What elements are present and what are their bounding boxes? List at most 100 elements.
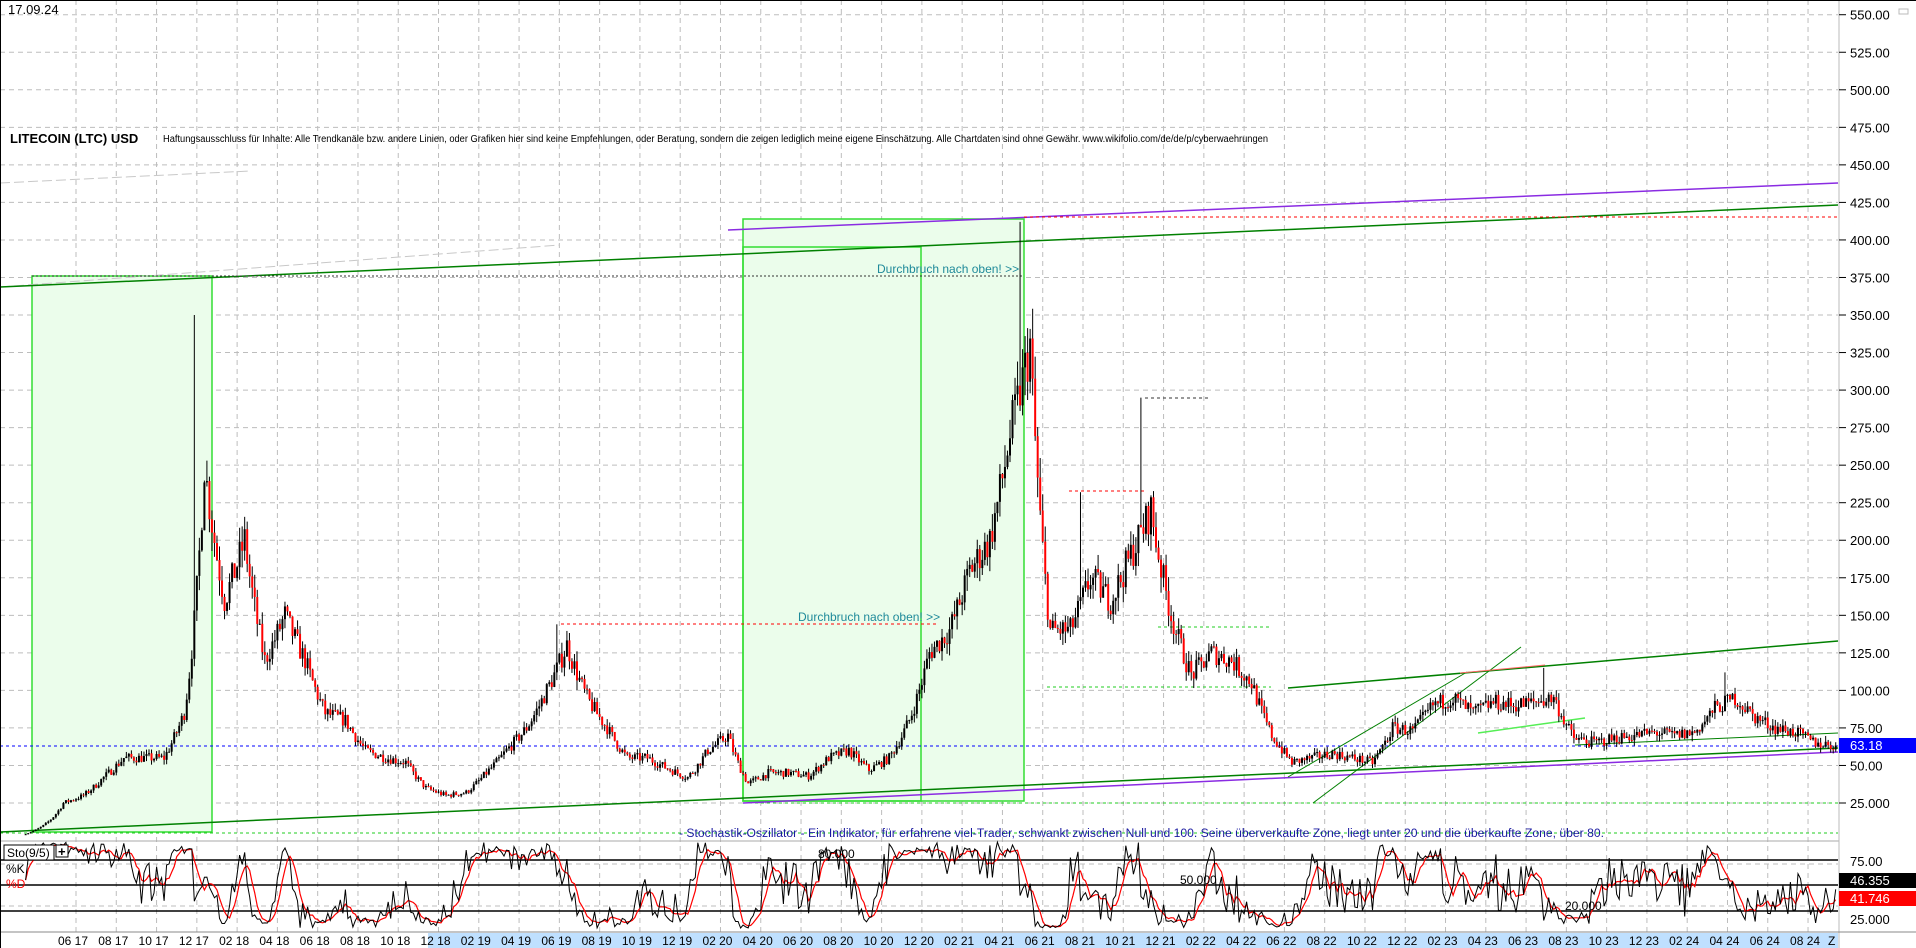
candle-body — [709, 751, 712, 754]
candle-body — [261, 623, 264, 653]
candle-body — [1814, 737, 1817, 747]
candle-body — [299, 633, 302, 659]
candle-body — [1074, 617, 1077, 628]
candle-body — [1711, 710, 1714, 713]
candle-body — [1076, 600, 1079, 618]
candle-body — [1668, 729, 1671, 732]
candle-body — [774, 771, 777, 774]
candle-body — [802, 774, 805, 777]
candle-body — [1386, 740, 1389, 742]
candle-body — [1155, 527, 1158, 548]
candle-body — [148, 753, 151, 755]
candle-body — [435, 790, 438, 793]
candle-body — [943, 637, 946, 644]
axis-menu-icon[interactable] — [1898, 8, 1909, 15]
candle-body — [351, 727, 354, 733]
candle-body — [482, 771, 485, 778]
candle-body — [797, 771, 800, 777]
candle-body — [721, 735, 724, 741]
candle-body — [510, 746, 513, 751]
candle-body — [893, 752, 896, 754]
candle-body — [601, 716, 604, 726]
stoch-indicator-label[interactable]: Sto(9/5) — [7, 846, 50, 860]
candle-body — [1605, 744, 1608, 746]
candle-body — [1625, 736, 1628, 738]
candle-body — [1147, 505, 1150, 535]
candle-body — [1384, 740, 1387, 745]
candle-body — [1520, 698, 1523, 708]
candle-body — [1371, 757, 1374, 765]
candle-body — [958, 599, 961, 605]
candle-body — [1817, 742, 1820, 747]
candle-body — [888, 753, 891, 764]
candle-body — [1557, 700, 1560, 717]
candle-body — [341, 711, 344, 726]
plus-icon[interactable]: + — [58, 844, 66, 859]
candle-body — [1132, 544, 1135, 566]
candle-body — [1638, 732, 1641, 737]
candle-body — [344, 714, 347, 726]
candle-body — [1361, 755, 1364, 763]
candle-body — [1565, 724, 1568, 726]
candle-body — [1691, 731, 1694, 736]
candle-body — [772, 769, 775, 772]
zone-box-2017 — [31, 275, 213, 833]
candle-body — [1220, 653, 1223, 659]
candle-body — [414, 771, 417, 780]
date-tick-label: 10 22 — [1347, 934, 1377, 948]
stochastic-lines — [25, 840, 1837, 930]
candle-body — [1630, 740, 1633, 742]
candle-body — [575, 661, 578, 681]
candle-body — [596, 701, 599, 715]
candle-body — [1358, 755, 1361, 763]
candle-body — [1044, 541, 1047, 574]
candle-body — [1268, 722, 1271, 726]
candle-body — [890, 752, 893, 754]
candle-body — [1041, 510, 1044, 542]
price-tick-label: 75.00 — [1850, 721, 1883, 736]
candle-body — [641, 755, 644, 761]
candle-body — [1610, 734, 1613, 741]
candle-body — [719, 735, 722, 739]
candle-body — [767, 769, 770, 779]
candle-body — [1071, 618, 1074, 628]
date-tick-label: 08 21 — [1065, 934, 1095, 948]
stoch-indicator-label-box[interactable] — [3, 844, 55, 861]
date-axis-highlight — [428, 933, 1838, 948]
candle-body — [847, 747, 850, 756]
add-indicator-button[interactable] — [55, 844, 69, 858]
candle-body — [44, 822, 47, 825]
candle-body — [807, 772, 810, 780]
candle-body — [933, 646, 936, 658]
candle-body — [553, 672, 556, 687]
price-tick-label: 175.00 — [1850, 571, 1890, 586]
candle-body — [502, 751, 505, 755]
candle-body — [102, 776, 105, 780]
candle-body — [555, 662, 558, 673]
candle-body — [273, 640, 276, 642]
price-tick-label: 300.00 — [1850, 383, 1890, 398]
date-tick-label: 08 17 — [98, 934, 128, 948]
candle-body — [301, 648, 304, 659]
candle-body — [112, 772, 115, 775]
candle-body — [1562, 716, 1565, 725]
candle-body — [1494, 694, 1497, 704]
candle-body — [638, 753, 641, 761]
candle-body — [278, 623, 281, 630]
candle-body — [339, 711, 342, 715]
candle-body — [392, 758, 395, 764]
candle-body — [588, 689, 591, 700]
candle-body — [281, 619, 284, 630]
candle-body — [198, 550, 201, 576]
candle-body — [1343, 757, 1346, 761]
candle-body — [1474, 705, 1477, 709]
candle-body — [714, 744, 717, 747]
candle-body — [1303, 758, 1306, 761]
candle-body — [938, 640, 941, 652]
candle-body — [1560, 716, 1563, 718]
candle-body — [1280, 746, 1283, 754]
candle-body — [117, 763, 120, 766]
candle-body — [1026, 352, 1029, 382]
candle-body — [1827, 741, 1830, 746]
candle-body — [1273, 737, 1276, 742]
